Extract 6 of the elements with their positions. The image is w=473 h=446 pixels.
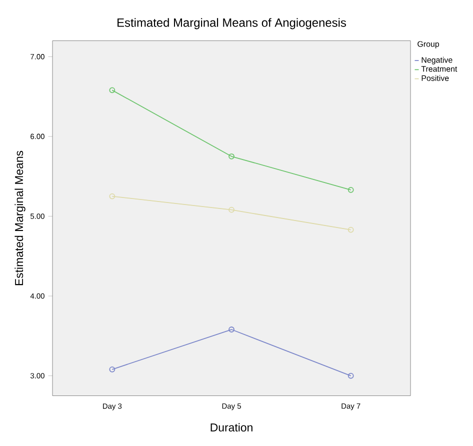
point [228, 326, 234, 332]
chart-title: Estimated Marginal Means of Angiogenesis [118, 18, 346, 30]
point [228, 153, 234, 160]
point [228, 206, 234, 213]
y-axis-title: Estimated Marginal Means [14, 150, 26, 286]
x-axis-title: Duration [210, 423, 252, 432]
